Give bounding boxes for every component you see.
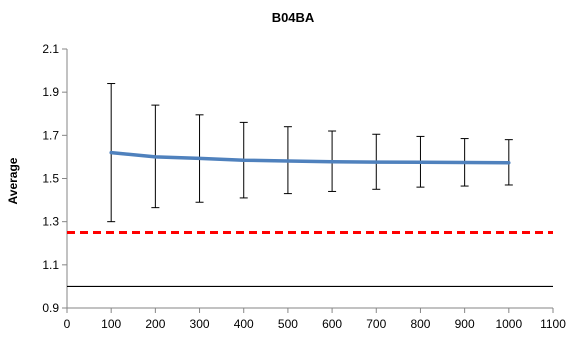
chart-title: B04BA xyxy=(272,10,315,25)
x-tick-label: 700 xyxy=(366,317,386,331)
y-tick-label: 2.1 xyxy=(42,42,59,56)
x-tick-label: 500 xyxy=(278,317,298,331)
x-tick-labels: 0 100 200 300 400 500 600 700 800 900 1000 1100 xyxy=(64,317,567,331)
y-tick-label: 1.9 xyxy=(42,85,59,99)
x-tick-label: 1000 xyxy=(495,317,522,331)
x-tick-label: 100 xyxy=(101,317,121,331)
series-line xyxy=(109,150,511,165)
x-tick-label: 800 xyxy=(410,317,430,331)
x-tick-label: 600 xyxy=(322,317,342,331)
y-tick-label: 1.1 xyxy=(42,258,59,272)
y-tick-label: 0.9 xyxy=(42,301,59,315)
x-tick-label: 0 xyxy=(64,317,71,331)
y-tick-label: 1.7 xyxy=(42,128,59,142)
y-tick-label: 1.5 xyxy=(42,172,59,186)
error-bars xyxy=(107,83,513,223)
reference-lines xyxy=(67,230,553,288)
x-tick-label: 300 xyxy=(190,317,210,331)
x-tick-label: 1100 xyxy=(540,317,566,331)
x-tick-label: 900 xyxy=(455,317,475,331)
y-axis-label: Average xyxy=(6,157,20,204)
x-tick-label: 200 xyxy=(145,317,165,331)
series-group xyxy=(109,150,511,165)
y-tick-label: 1.3 xyxy=(42,215,59,229)
axes xyxy=(62,48,554,313)
x-tick-label: 400 xyxy=(234,317,254,331)
y-tick-labels: 0.9 1.1 1.3 1.5 1.7 1.9 2.1 xyxy=(42,42,59,315)
